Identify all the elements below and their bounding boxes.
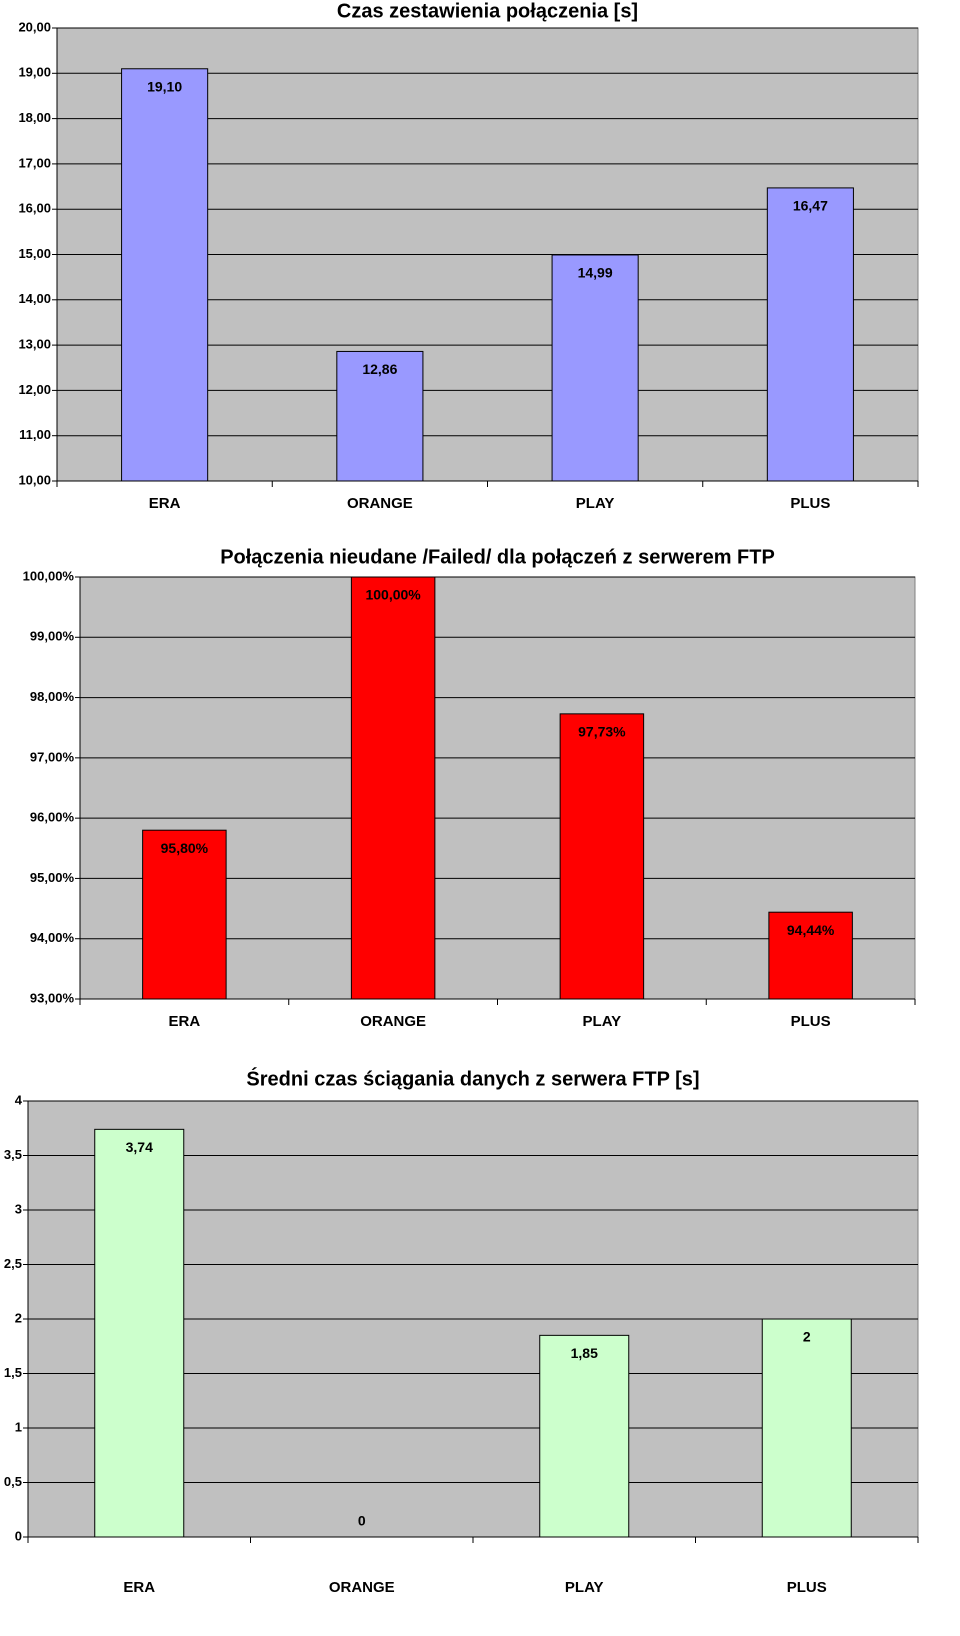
y-tick-label: 12,00 bbox=[18, 382, 51, 397]
value-label: 19,10 bbox=[147, 78, 182, 94]
y-tick-label: 18,00 bbox=[18, 110, 51, 125]
bar bbox=[761, 1318, 852, 1538]
y-tick-label: 3 bbox=[15, 1201, 22, 1216]
y-tick-label: 4 bbox=[15, 1092, 23, 1107]
y-tick-label: 94,00% bbox=[30, 930, 75, 945]
chart-title: Średni czas ściągania danych z serwera F… bbox=[246, 1066, 699, 1090]
value-label: 12,86 bbox=[362, 361, 397, 377]
bar bbox=[539, 1334, 630, 1538]
y-tick-label: 1,5 bbox=[4, 1365, 22, 1380]
x-tick-label: PLAY bbox=[565, 1579, 604, 1596]
bar bbox=[551, 254, 639, 482]
value-label: 2 bbox=[803, 1329, 811, 1345]
value-label: 94,44% bbox=[787, 922, 835, 938]
y-tick-label: 20,00 bbox=[18, 19, 51, 34]
chart-title: Czas zestawienia połączenia [s] bbox=[337, 0, 638, 22]
x-tick-label: PLAY bbox=[583, 1013, 622, 1030]
y-tick-label: 2 bbox=[15, 1310, 22, 1325]
value-label: 14,99 bbox=[578, 265, 613, 281]
value-label: 97,73% bbox=[578, 724, 626, 740]
y-tick-label: 99,00% bbox=[30, 629, 75, 644]
y-tick-label: 3,5 bbox=[4, 1147, 22, 1162]
x-tick-label: PLAY bbox=[576, 495, 615, 512]
bar bbox=[768, 911, 853, 1000]
bar bbox=[94, 1128, 185, 1538]
value-label: 16,47 bbox=[793, 198, 828, 214]
x-tick-label: ERA bbox=[169, 1013, 201, 1030]
x-tick-label: ORANGE bbox=[329, 1579, 395, 1596]
x-tick-label: PLUS bbox=[790, 495, 830, 512]
bar bbox=[142, 829, 227, 1000]
x-tick-label: PLUS bbox=[787, 1579, 827, 1596]
y-tick-label: 95,00% bbox=[30, 870, 75, 885]
value-label: 0 bbox=[358, 1513, 366, 1529]
bar bbox=[121, 68, 209, 482]
value-label: 100,00% bbox=[365, 587, 421, 603]
y-tick-label: 93,00% bbox=[30, 990, 75, 1005]
bar bbox=[559, 713, 645, 1000]
y-tick-label: 16,00 bbox=[18, 201, 51, 216]
y-tick-label: 17,00 bbox=[18, 155, 51, 170]
y-tick-label: 14,00 bbox=[18, 291, 51, 306]
y-tick-label: 1 bbox=[15, 1419, 22, 1434]
x-tick-label: ERA bbox=[149, 495, 181, 512]
x-tick-label: ORANGE bbox=[360, 1013, 426, 1030]
y-tick-label: 19,00 bbox=[18, 65, 51, 80]
y-tick-label: 0 bbox=[15, 1528, 22, 1543]
bar bbox=[766, 187, 854, 482]
y-tick-label: 10,00 bbox=[18, 472, 51, 487]
y-tick-label: 97,00% bbox=[30, 749, 75, 764]
y-tick-label: 13,00 bbox=[18, 337, 51, 352]
bar bbox=[350, 576, 436, 1000]
y-tick-label: 15,00 bbox=[18, 246, 51, 261]
y-tick-label: 2,5 bbox=[4, 1256, 22, 1271]
chart-title: Połączenia nieudane /Failed/ dla połącze… bbox=[220, 546, 775, 568]
x-tick-label: PLUS bbox=[791, 1013, 831, 1030]
value-label: 3,74 bbox=[126, 1139, 153, 1155]
y-tick-label: 98,00% bbox=[30, 689, 75, 704]
y-tick-label: 0,5 bbox=[4, 1474, 22, 1489]
value-label: 95,80% bbox=[161, 840, 209, 856]
value-label: 1,85 bbox=[571, 1345, 598, 1361]
x-tick-label: ERA bbox=[123, 1579, 155, 1596]
x-tick-label: ORANGE bbox=[347, 495, 413, 512]
y-tick-label: 96,00% bbox=[30, 810, 75, 825]
y-tick-label: 11,00 bbox=[19, 427, 51, 442]
y-tick-label: 100,00% bbox=[23, 568, 75, 583]
